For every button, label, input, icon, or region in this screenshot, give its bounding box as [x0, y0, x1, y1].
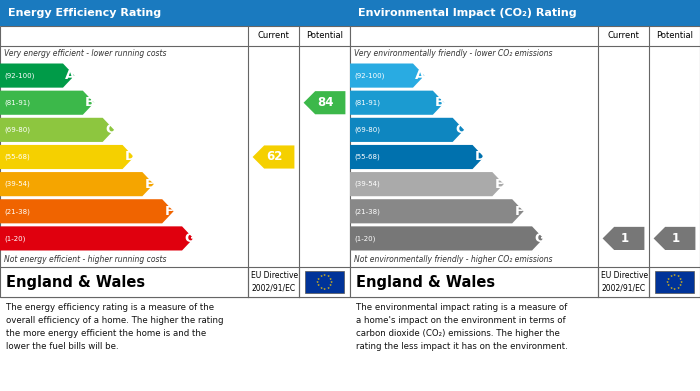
Text: ★: ★ [673, 273, 676, 277]
Polygon shape [350, 118, 464, 142]
Text: EU Directive
2002/91/EC: EU Directive 2002/91/EC [601, 271, 648, 293]
Text: 84: 84 [317, 96, 334, 109]
Text: G: G [184, 232, 195, 245]
Polygon shape [0, 63, 74, 88]
Bar [350, 0, 700, 26]
Text: Not energy efficient - higher running costs: Not energy efficient - higher running co… [4, 255, 167, 264]
Bar [350, 267, 700, 297]
Text: C: C [105, 123, 115, 136]
Text: (21-38): (21-38) [354, 208, 380, 215]
Text: The energy efficiency rating is a measure of the
overall efficiency of a home. T: The energy efficiency rating is a measur… [6, 303, 223, 351]
Text: (81-91): (81-91) [354, 99, 380, 106]
Bar [654, 271, 694, 293]
Text: Environmental Impact (CO₂) Rating: Environmental Impact (CO₂) Rating [358, 8, 577, 18]
Text: ★: ★ [670, 286, 673, 290]
Polygon shape [304, 91, 345, 114]
Text: Very environmentally friendly - lower CO₂ emissions: Very environmentally friendly - lower CO… [354, 50, 552, 59]
Text: A: A [65, 69, 76, 82]
Text: (55-68): (55-68) [4, 154, 29, 160]
Text: ★: ★ [670, 274, 673, 278]
Text: ★: ★ [329, 276, 332, 281]
Text: (55-68): (55-68) [354, 154, 379, 160]
Polygon shape [603, 227, 645, 250]
Text: ★: ★ [667, 276, 670, 281]
Text: ★: ★ [329, 283, 332, 287]
Text: (1-20): (1-20) [4, 235, 25, 242]
Text: Not environmentally friendly - higher CO₂ emissions: Not environmentally friendly - higher CO… [354, 255, 552, 264]
Text: B: B [435, 96, 445, 109]
Text: D: D [475, 151, 486, 163]
Text: (39-54): (39-54) [4, 181, 29, 187]
Text: ★: ★ [320, 274, 323, 278]
Polygon shape [0, 118, 114, 142]
Text: Energy Efficiency Rating: Energy Efficiency Rating [8, 8, 161, 18]
Text: ★: ★ [676, 274, 680, 278]
Text: ★: ★ [326, 274, 330, 278]
Text: ★: ★ [679, 283, 682, 287]
Text: E: E [145, 178, 154, 191]
Text: D: D [125, 151, 136, 163]
Polygon shape [350, 172, 504, 196]
Text: Current: Current [608, 32, 639, 41]
Polygon shape [350, 63, 424, 88]
Polygon shape [350, 226, 543, 251]
Polygon shape [0, 172, 154, 196]
Text: (92-100): (92-100) [4, 72, 34, 79]
Polygon shape [0, 226, 193, 251]
Text: ★: ★ [666, 280, 669, 284]
Text: B: B [85, 96, 95, 109]
Text: G: G [534, 232, 545, 245]
Text: ★: ★ [320, 286, 323, 290]
Text: A: A [415, 69, 426, 82]
Text: Very energy efficient - lower running costs: Very energy efficient - lower running co… [4, 50, 167, 59]
Text: ★: ★ [323, 287, 326, 291]
Polygon shape [0, 145, 134, 169]
Text: Potential: Potential [306, 32, 343, 41]
Text: ★: ★ [673, 287, 676, 291]
Text: ★: ★ [680, 280, 682, 284]
Bar [0, 267, 350, 297]
Text: (92-100): (92-100) [354, 72, 384, 79]
Bar [304, 271, 344, 293]
Bar [350, 26, 700, 297]
Text: (1-20): (1-20) [354, 235, 375, 242]
Text: The environmental impact rating is a measure of
a home's impact on the environme: The environmental impact rating is a mea… [356, 303, 568, 351]
Text: ★: ★ [679, 276, 682, 281]
Text: ★: ★ [676, 286, 680, 290]
Polygon shape [253, 145, 295, 169]
Polygon shape [350, 91, 444, 115]
Text: (39-54): (39-54) [354, 181, 379, 187]
Text: ★: ★ [667, 283, 670, 287]
Text: ★: ★ [317, 283, 320, 287]
Text: EU Directive
2002/91/EC: EU Directive 2002/91/EC [251, 271, 298, 293]
Text: 1: 1 [671, 232, 680, 245]
Text: (81-91): (81-91) [4, 99, 30, 106]
Text: C: C [455, 123, 465, 136]
Text: England & Wales: England & Wales [6, 274, 145, 289]
Bar [0, 0, 350, 26]
Text: (21-38): (21-38) [4, 208, 30, 215]
Bar [0, 26, 350, 297]
Text: Current: Current [258, 32, 289, 41]
Text: ★: ★ [317, 276, 320, 281]
Text: (69-80): (69-80) [354, 127, 380, 133]
Text: 1: 1 [621, 232, 629, 245]
Text: ★: ★ [323, 273, 326, 277]
Polygon shape [350, 199, 524, 223]
Polygon shape [0, 199, 174, 223]
Text: ★: ★ [330, 280, 332, 284]
Text: England & Wales: England & Wales [356, 274, 495, 289]
Text: Potential: Potential [656, 32, 693, 41]
Polygon shape [350, 145, 484, 169]
Text: E: E [495, 178, 504, 191]
Polygon shape [654, 227, 695, 250]
Text: ★: ★ [316, 280, 319, 284]
Polygon shape [0, 91, 94, 115]
Text: ★: ★ [326, 286, 330, 290]
Text: 62: 62 [267, 151, 283, 163]
Text: F: F [165, 205, 174, 218]
Text: (69-80): (69-80) [4, 127, 30, 133]
Text: F: F [515, 205, 524, 218]
